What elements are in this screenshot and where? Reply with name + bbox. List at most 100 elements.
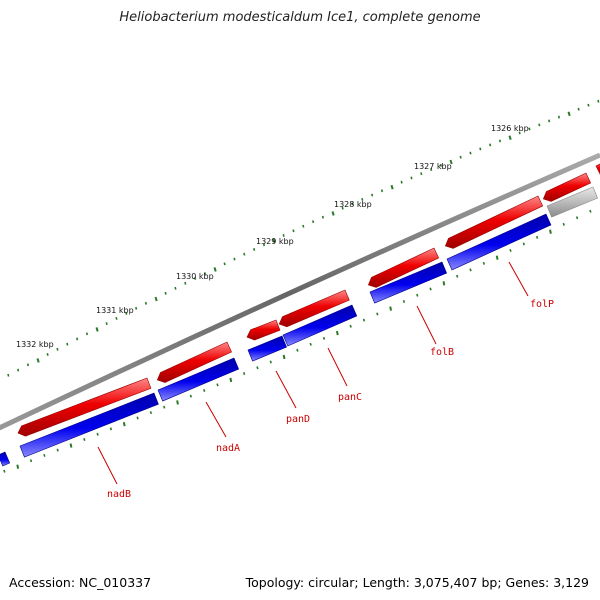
scale-tick	[144, 301, 148, 305]
label-leader	[97, 446, 118, 485]
inner-tick	[509, 248, 512, 252]
scale-tick	[282, 234, 285, 237]
inner-tick	[469, 268, 472, 272]
inner-tick	[229, 377, 233, 383]
scale-label: 1332 kbp	[16, 340, 54, 349]
scale-tick	[233, 257, 236, 261]
scale-tick	[272, 238, 276, 244]
scale-tick	[105, 322, 108, 326]
scale-label: 1331 kbp	[96, 306, 134, 315]
inner-tick	[282, 354, 286, 360]
inner-tick	[16, 464, 20, 469]
inner-tick	[402, 300, 406, 304]
genome-title: Heliobacterium modesticaldum Ice1, compl…	[119, 10, 481, 25]
scale-tick	[548, 119, 551, 123]
scale-tick	[213, 267, 217, 272]
scale-tick	[341, 206, 344, 210]
reverse-gene	[0, 451, 11, 467]
scale-tick	[371, 193, 374, 197]
scale-tick	[518, 131, 521, 135]
gene-label-folP: folP	[530, 299, 554, 310]
scale-tick	[587, 103, 590, 107]
forward-strand-genes	[17, 163, 600, 437]
scale-tick	[125, 311, 128, 315]
accession-text: Accession: NC_010337	[9, 575, 152, 590]
scale-tick	[223, 262, 226, 266]
label-leader	[275, 370, 297, 409]
gene-label-nadB: nadB	[107, 489, 131, 500]
label-leader	[508, 261, 529, 297]
scale-tick	[66, 342, 69, 346]
scale-tick	[508, 135, 512, 140]
forward-gene	[17, 377, 152, 437]
inner-tick	[69, 443, 73, 448]
scale-tick	[577, 107, 580, 111]
scale-tick	[430, 168, 433, 171]
inner-tick	[562, 222, 565, 226]
inner-tick	[376, 312, 379, 316]
scale-tick	[459, 155, 462, 159]
forward-gene	[367, 247, 440, 288]
scale-tick	[380, 189, 384, 193]
scale-tick	[17, 368, 20, 372]
scale-tick	[85, 332, 89, 336]
inner-tick	[56, 448, 59, 452]
scale-tick	[312, 220, 315, 224]
inner-tick	[549, 229, 552, 234]
scale-tick	[557, 115, 561, 119]
inner-tick	[322, 336, 326, 340]
scale-tick	[597, 99, 600, 103]
scale-tick	[400, 180, 403, 184]
inner-tick	[163, 405, 166, 409]
scale-tick	[253, 248, 256, 251]
scale-tick	[321, 215, 325, 219]
inner-tick	[522, 242, 525, 246]
gene-label-panC: panC	[338, 392, 362, 403]
inner-tick	[575, 216, 579, 220]
scale-label: 1328 kbp	[334, 200, 372, 209]
inner-tick	[362, 318, 366, 322]
scale-tick	[76, 337, 79, 341]
inner-ticks	[3, 209, 592, 473]
reverse-gene	[247, 335, 287, 362]
scale-tick	[7, 373, 10, 377]
scale-tick	[36, 358, 40, 363]
scale-labels: 1326 kbp 1327 kbp 1328 kbp 1329 kbp 1330 kbp…	[16, 124, 529, 349]
scale-tick	[469, 151, 472, 155]
inner-tick	[149, 411, 153, 415]
inner-tick	[429, 287, 432, 291]
gene-label-panD: panD	[286, 414, 310, 425]
inner-tick	[456, 274, 459, 278]
inner-tick	[309, 342, 312, 346]
label-leader	[416, 305, 437, 345]
forward-gene	[278, 289, 350, 328]
inner-tick	[416, 293, 419, 297]
scale-tick	[331, 211, 335, 216]
scale-tick	[292, 229, 295, 233]
scale-tick	[567, 111, 571, 117]
forward-gene	[542, 172, 592, 202]
gene-labels: folP folB panC panD nadA nadB	[107, 299, 554, 500]
inner-tick	[176, 400, 179, 405]
scale-tick	[528, 127, 531, 131]
inner-tick	[242, 372, 246, 376]
inner-tick	[189, 394, 193, 398]
scale-tick	[164, 291, 167, 295]
scale-label: 1329 kbp	[256, 237, 294, 246]
inner-tick	[256, 366, 259, 370]
inner-tick	[389, 306, 393, 311]
inner-tick	[349, 324, 352, 328]
inner-tick	[216, 383, 219, 387]
label-leader	[327, 347, 348, 387]
scale-tick	[135, 306, 138, 310]
scale-tick	[46, 353, 49, 356]
scale-label: 1326 kbp	[491, 124, 529, 133]
scale-tick	[203, 272, 207, 275]
reverse-gene	[157, 357, 240, 402]
reverse-gene	[282, 304, 358, 347]
inner-tick	[535, 235, 539, 239]
scale-tick	[390, 184, 394, 190]
scale-tick	[194, 276, 197, 280]
label-leader	[205, 401, 227, 438]
